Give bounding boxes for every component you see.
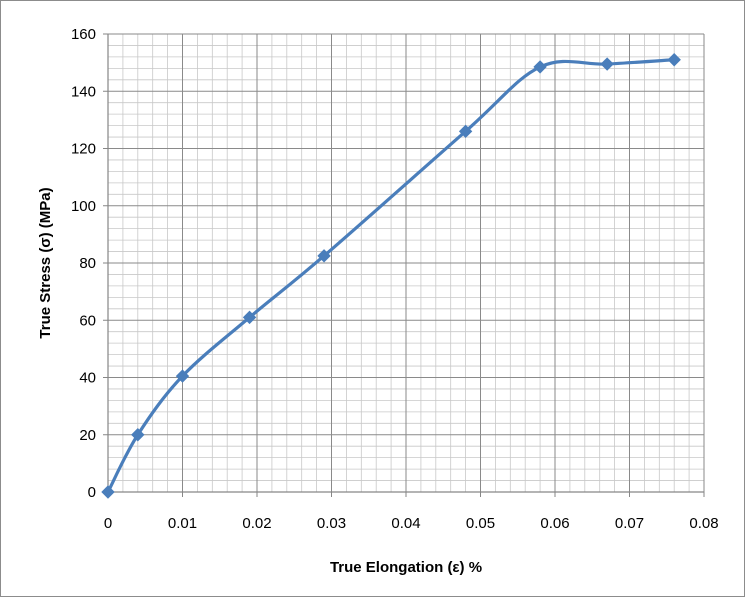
y-tick-label: 120 — [71, 141, 96, 158]
x-tick-label: 0 — [104, 515, 112, 532]
x-tick-label: 0.03 — [317, 515, 346, 532]
x-tick-label: 0.06 — [540, 515, 569, 532]
y-tick-label: 40 — [79, 370, 96, 387]
data-point-marker — [317, 249, 331, 263]
y-axis-title: True Stress (σ) (MPa) — [37, 187, 54, 338]
x-axis-title: True Elongation (ε) % — [330, 559, 482, 576]
y-tick-label: 160 — [71, 26, 96, 43]
y-tick-label: 140 — [71, 83, 96, 100]
x-tick-label: 0.08 — [689, 515, 718, 532]
data-point-marker — [667, 53, 681, 67]
data-point-marker — [175, 369, 190, 383]
x-tick-labels: 0 0.01 0.02 0.03 0.04 0.05 0.06 0.07 0.08 — [104, 515, 719, 532]
series-line — [106, 58, 675, 493]
axes — [103, 33, 705, 497]
x-tick-label: 0.02 — [242, 515, 271, 532]
x-tick-label: 0.01 — [168, 515, 197, 532]
y-tick-label: 20 — [79, 427, 96, 444]
y-tick-label: 60 — [79, 312, 96, 329]
y-tick-label: 0 — [88, 484, 96, 501]
data-point-marker — [242, 310, 257, 325]
data-point-marker — [600, 57, 614, 71]
data-point-marker — [458, 124, 473, 139]
data-point-marker — [533, 60, 547, 74]
series-layer — [101, 53, 681, 499]
data-point-marker — [101, 485, 115, 499]
x-tick-label: 0.04 — [391, 515, 420, 532]
x-tick-label: 0.07 — [615, 515, 644, 532]
x-tick-label: 0.05 — [466, 515, 495, 532]
y-tick-label: 80 — [79, 255, 96, 272]
y-tick-label: 100 — [71, 198, 96, 215]
data-point-marker — [131, 428, 145, 442]
y-tick-labels: 0 20 40 60 80 100 120 140 160 — [71, 26, 96, 501]
